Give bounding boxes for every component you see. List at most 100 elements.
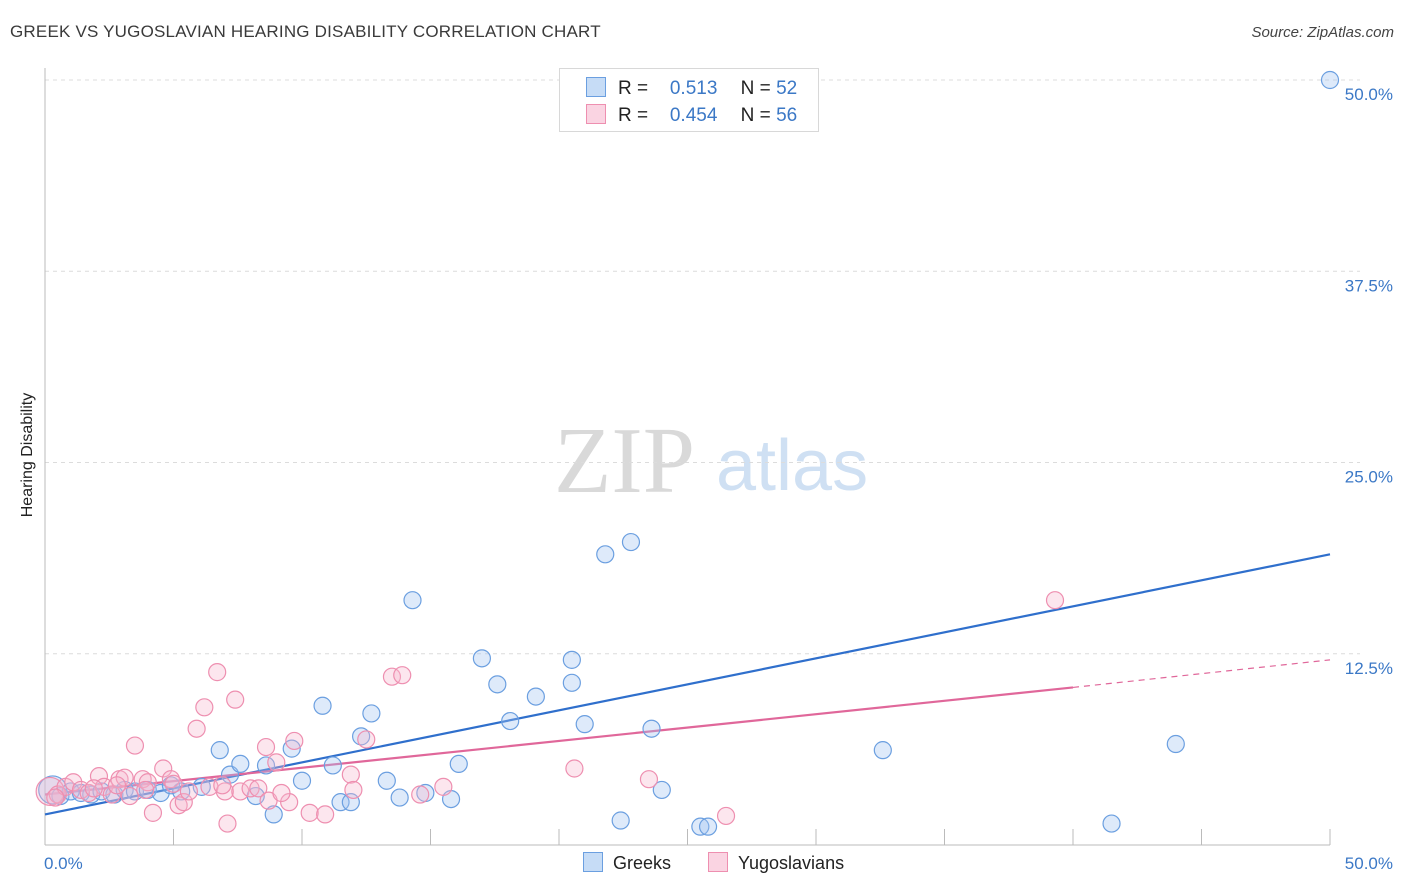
y-tick-label: 25.0%: [1345, 468, 1393, 487]
yugoslavian-point: [179, 782, 199, 801]
greek-point: [331, 793, 350, 812]
yugoslavian-point: [272, 783, 291, 803]
data-points: [35, 70, 1340, 836]
bottom-legend-label-yugoslavians: Yugoslavians: [738, 853, 845, 873]
greek-point: [698, 817, 718, 836]
yugoslavian-point: [411, 785, 430, 804]
greek-point: [501, 711, 520, 731]
legend-r-label: R =: [618, 105, 649, 126]
legend-r-value: 0.454: [669, 105, 718, 126]
grid: [45, 79, 1360, 655]
x-tick-label: 50.0%: [1345, 854, 1393, 873]
yugoslavian-point: [231, 782, 250, 801]
yugoslavian-point: [48, 785, 67, 804]
greek-point: [652, 780, 671, 800]
yugoslavian-point: [639, 770, 659, 789]
legend-n-value: 52: [776, 78, 798, 99]
watermark-atlas: atlas: [716, 426, 868, 506]
yugoslavian-point: [169, 796, 188, 815]
watermark: ZIP atlas: [554, 409, 868, 513]
yugoslavian-point: [285, 731, 304, 751]
yugoslavian-point: [84, 779, 103, 798]
yugoslavian-point: [226, 690, 245, 709]
bottom-legend-greeks: Greeks: [583, 852, 671, 874]
yugoslavian-point: [208, 663, 227, 682]
legend-n-label: N =: [740, 105, 771, 126]
yugoslavian-point: [136, 780, 155, 800]
yugoslavian-point: [102, 785, 121, 804]
greek-point: [313, 696, 332, 715]
yugoslavian-point: [218, 814, 237, 833]
yugoslavian-point: [115, 768, 134, 787]
greek-point: [621, 532, 641, 552]
yugoslavian-point: [393, 666, 412, 685]
legend-n-label: N =: [740, 78, 771, 99]
greek-point: [352, 727, 371, 746]
yugoslavian-point: [241, 779, 260, 798]
yugoslavian-point: [133, 770, 152, 789]
yugoslavian-point: [64, 773, 83, 792]
axes: [44, 68, 1331, 846]
greek-point: [256, 756, 276, 775]
bottom-legend-swatch-yugoslavians: [708, 852, 728, 872]
watermark-zip: ZIP: [554, 409, 695, 513]
greek-point: [377, 771, 396, 790]
greek-point: [1102, 814, 1121, 833]
greek-point: [488, 675, 507, 694]
greek-point: [611, 811, 630, 830]
y-tick-label: 12.5%: [1345, 659, 1393, 678]
yugoslavian-point: [300, 803, 319, 822]
legend-n-value: 56: [776, 105, 798, 126]
legend-r-value: 0.513: [669, 78, 718, 99]
greek-point: [596, 545, 615, 564]
greek-point: [562, 650, 581, 669]
x-tick-label: 0.0%: [44, 854, 83, 873]
greek-point: [691, 817, 710, 836]
bottom-legend-yugoslavians: Yugoslavians: [708, 852, 844, 874]
yugoslavian-point: [249, 779, 268, 798]
greek-point: [526, 687, 545, 706]
greek-point: [1320, 70, 1340, 90]
chart-source: Source: ZipAtlas.com: [1251, 24, 1394, 41]
yugoslavian-point: [195, 698, 214, 717]
greek-point: [172, 782, 191, 801]
greek-point: [1166, 734, 1185, 754]
yugoslavian-point: [107, 776, 127, 795]
yugoslavian-point: [187, 719, 206, 738]
yugoslavian-point: [46, 788, 65, 807]
greek-point: [292, 771, 312, 790]
yugoslavian-trend-line: [44, 686, 1074, 796]
y-tick-label: 37.5%: [1345, 276, 1393, 295]
yugoslavian-point: [174, 793, 193, 812]
greek-point: [390, 788, 409, 807]
yugoslavian-point: [1045, 591, 1065, 610]
yugoslavian-point: [125, 736, 145, 755]
greek-point: [873, 741, 892, 760]
yugoslavian-point: [341, 765, 360, 784]
yugoslavian-point: [357, 730, 376, 749]
greek-point: [231, 754, 250, 774]
yugoslavian-point: [267, 753, 286, 772]
yugoslavian-point: [316, 805, 335, 824]
legend-row-greeks: R = 0.513 N = 52: [586, 77, 797, 101]
yugoslavian-trend-extension: [1072, 659, 1331, 689]
yugoslavian-point: [213, 776, 232, 795]
yugoslavian-point: [120, 786, 139, 806]
yugoslavian-point: [164, 774, 183, 793]
legend: R = 0.513 N = 52 R = 0.454 N = 56: [559, 68, 819, 132]
greek-point: [575, 715, 594, 734]
greek-point: [472, 649, 491, 668]
yugoslavian-point: [143, 803, 163, 822]
legend-row-yugoslavians: R = 0.454 N = 56: [586, 104, 797, 128]
greek-point: [151, 783, 170, 803]
yugoslavian-point: [434, 777, 453, 796]
greek-point: [264, 805, 283, 824]
yugoslavian-point: [565, 759, 584, 778]
greek-point: [449, 754, 468, 774]
greek-point: [210, 741, 229, 760]
bottom-legend-swatch-greeks: [583, 852, 603, 872]
legend-r-label: R =: [618, 78, 649, 99]
yugoslavian-point: [256, 737, 276, 757]
greek-point: [323, 756, 342, 775]
